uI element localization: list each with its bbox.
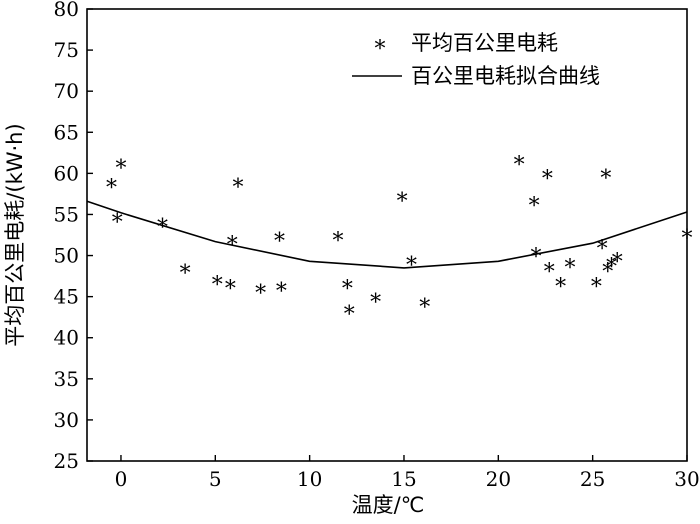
y-tick-label: 35 (54, 367, 79, 391)
x-tick-label: 10 (297, 467, 322, 491)
x-tick-label: 25 (580, 467, 605, 491)
data-point: * (542, 167, 553, 192)
x-tick-label: 20 (486, 467, 511, 491)
y-tick-label: 70 (54, 79, 79, 103)
data-point: * (419, 295, 430, 320)
x-tick-label: 5 (209, 467, 222, 491)
data-point: * (225, 277, 236, 302)
data-point: * (544, 260, 555, 285)
data-point: * (529, 194, 540, 219)
data-point: * (276, 280, 287, 305)
data-point: * (514, 153, 525, 178)
x-tick-label: 30 (674, 467, 699, 491)
x-axis: 0 5 10 15 20 25 30 (115, 455, 700, 491)
data-point: * (180, 262, 191, 287)
data-point: * (232, 175, 243, 200)
data-point: * (112, 211, 123, 236)
data-point: * (344, 303, 355, 328)
data-point: * (602, 260, 613, 285)
data-point: * (531, 245, 542, 270)
y-tick-label: 75 (54, 38, 79, 62)
x-tick-label: 15 (391, 467, 416, 491)
data-point: * (612, 250, 623, 275)
y-tick-label: 40 (54, 326, 79, 350)
data-point: * (606, 255, 617, 280)
y-tick-label: 50 (54, 244, 79, 268)
data-point: * (106, 176, 117, 201)
y-axis-title: 平均百公里电耗/(kW·h) (3, 123, 27, 346)
data-point: * (600, 166, 611, 191)
data-point: * (255, 281, 266, 306)
data-point: * (370, 290, 381, 315)
y-axis: 25 30 35 40 45 50 55 60 65 70 75 80 (54, 0, 93, 473)
data-marks: *** ** * ********* ****************** (86, 153, 693, 328)
legend-line-label: 百公里电耗拟合曲线 (411, 64, 600, 88)
y-tick-label: 25 (54, 449, 79, 473)
data-point: * (332, 229, 343, 254)
data-point: * (682, 226, 693, 251)
data-point: * (157, 216, 168, 241)
data-point: * (597, 237, 608, 262)
data-point: * (115, 156, 126, 181)
legend-scatter-marker: * (375, 37, 386, 62)
data-point: * (212, 273, 223, 298)
y-tick-label: 60 (54, 161, 79, 185)
y-tick-label: 45 (54, 285, 79, 309)
y-tick-label: 65 (54, 120, 79, 144)
fit-curve (86, 200, 688, 269)
y-tick-label: 30 (54, 408, 79, 432)
x-tick-label: 0 (115, 467, 128, 491)
plot-area (86, 8, 688, 462)
data-point: * (397, 189, 408, 214)
data-point: * (406, 253, 417, 278)
data-point: * (274, 230, 285, 255)
x-axis-title: 温度/℃ (352, 493, 425, 517)
data-point: * (591, 275, 602, 300)
legend: * 平均百公里电耗 百公里电耗拟合曲线 (352, 31, 600, 88)
plot-frame (86, 8, 688, 462)
data-point: * (565, 256, 576, 281)
data-point: * (342, 277, 353, 302)
data-point: * (555, 275, 566, 300)
y-tick-label: 80 (54, 0, 79, 21)
legend-scatter-label: 平均百公里电耗 (411, 31, 558, 55)
y-tick-label: 55 (54, 202, 79, 226)
